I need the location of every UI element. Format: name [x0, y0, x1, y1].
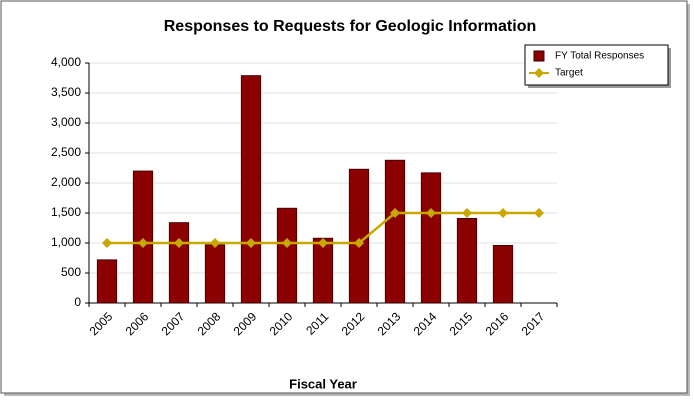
bar — [420, 172, 442, 304]
legend-swatch — [534, 68, 544, 78]
marker — [318, 238, 328, 248]
marker — [534, 208, 544, 218]
y-tick-label: 4,000 — [51, 55, 81, 69]
legend — [524, 44, 669, 86]
marker — [210, 238, 220, 248]
bar — [276, 207, 298, 304]
chart-title: Responses to Requests for Geologic Infor… — [164, 18, 537, 35]
legend-swatch — [533, 50, 545, 62]
bar — [204, 244, 226, 304]
marker — [354, 238, 364, 248]
marker — [102, 238, 112, 248]
y-tick-label: 500 — [61, 265, 81, 279]
y-tick-label: 3,500 — [51, 85, 81, 99]
y-tick-label: 2,500 — [51, 145, 81, 159]
bar — [456, 217, 478, 304]
marker — [174, 238, 184, 248]
y-tick-label: 2,000 — [51, 175, 81, 189]
x-axis-label: Fiscal Year — [289, 376, 357, 391]
legend-label: FY Total Responses — [555, 51, 644, 62]
y-tick-label: 3,000 — [51, 115, 81, 129]
marker — [246, 238, 256, 248]
marker — [498, 208, 508, 218]
marker — [282, 238, 292, 248]
bar — [168, 222, 190, 304]
legend-label: Target — [555, 68, 583, 79]
marker — [390, 208, 400, 218]
y-tick-label: 1,500 — [51, 205, 81, 219]
marker — [462, 208, 472, 218]
bar — [384, 159, 406, 304]
bar — [96, 259, 118, 304]
marker — [426, 208, 436, 218]
y-tick-label: 1,000 — [51, 235, 81, 249]
y-tick-label: 0 — [74, 295, 81, 309]
bar — [132, 170, 154, 304]
bar — [492, 244, 514, 304]
bar — [240, 75, 262, 304]
marker — [138, 238, 148, 248]
